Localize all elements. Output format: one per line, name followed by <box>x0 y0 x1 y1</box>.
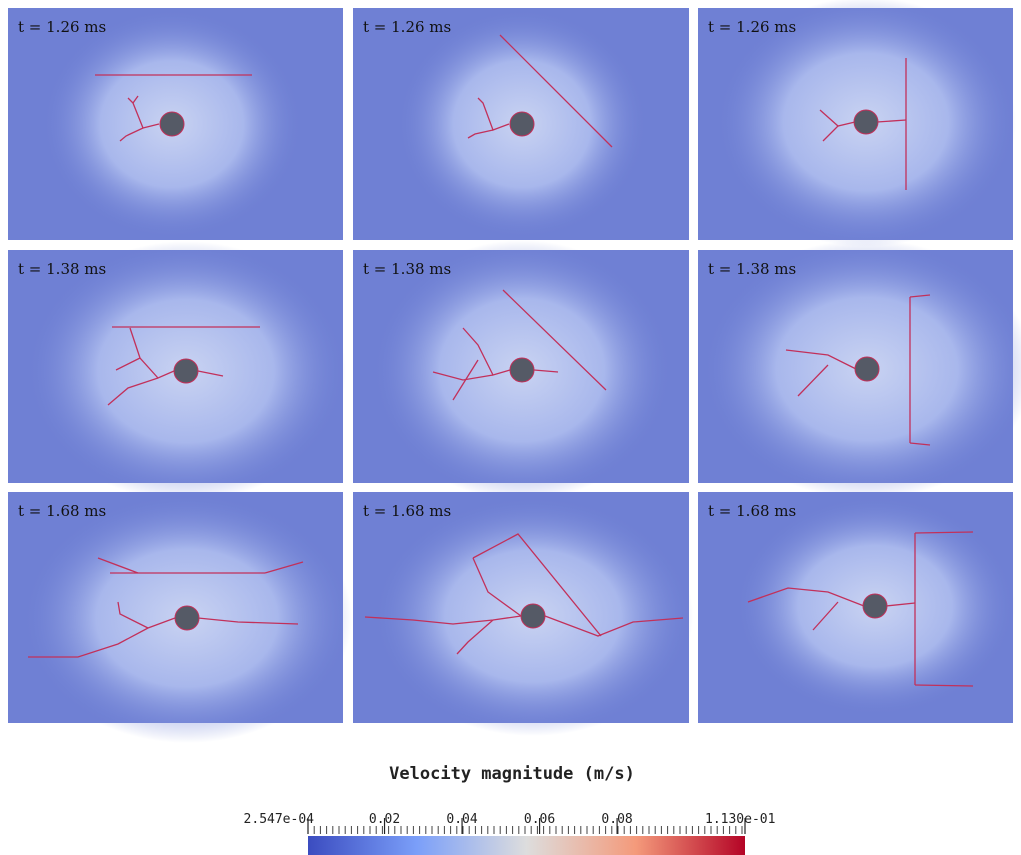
crack <box>785 349 857 370</box>
time-label: t = 1.68 ms <box>708 502 796 520</box>
crack <box>197 370 224 377</box>
panel: t = 1.38 ms <box>8 241 346 501</box>
crack <box>467 129 494 139</box>
panel: t = 1.38 ms <box>698 239 1021 499</box>
crack <box>533 369 559 373</box>
colorbar <box>308 836 745 855</box>
panel: t = 1.68 ms <box>8 492 352 743</box>
crack <box>97 557 139 574</box>
crack <box>432 371 494 381</box>
panel: t = 1.68 ms <box>353 492 693 736</box>
crack <box>472 557 522 617</box>
crack <box>117 601 149 629</box>
crack <box>129 327 175 379</box>
crack <box>115 357 141 371</box>
inclusion <box>174 605 200 631</box>
inclusion <box>173 358 199 384</box>
crack <box>747 587 865 607</box>
tick-label: 2.547e-04 <box>244 812 315 827</box>
time-label: t = 1.38 ms <box>708 260 796 278</box>
crack <box>797 364 829 397</box>
crack <box>914 684 974 687</box>
crack <box>876 119 907 123</box>
crack <box>472 533 602 637</box>
crack <box>544 615 684 637</box>
crack <box>885 602 916 607</box>
inclusion <box>854 356 880 382</box>
crack <box>909 294 931 298</box>
crack <box>812 601 839 631</box>
time-label: t = 1.26 ms <box>363 18 451 36</box>
crack <box>909 442 931 446</box>
crack <box>197 617 299 625</box>
panel: t = 1.26 ms <box>698 0 1016 247</box>
crack <box>452 359 479 401</box>
panel: t = 1.38 ms <box>353 240 689 500</box>
time-label: t = 1.68 ms <box>363 502 451 520</box>
tick-label: 0.08 <box>601 812 632 827</box>
crack <box>119 127 144 142</box>
tick-label: 0.04 <box>446 812 477 827</box>
crack <box>28 617 176 658</box>
inclusion <box>853 109 879 135</box>
time-label: t = 1.38 ms <box>363 260 451 278</box>
panel: t = 1.26 ms <box>353 8 689 240</box>
time-label: t = 1.26 ms <box>18 18 106 36</box>
crack <box>364 615 522 625</box>
crack <box>107 377 159 406</box>
tick-label: 0.06 <box>524 812 555 827</box>
time-label: t = 1.68 ms <box>18 502 106 520</box>
panel: t = 1.68 ms <box>698 492 1015 723</box>
colorbar-title: Velocity magnitude (m/s) <box>389 764 635 784</box>
crack <box>914 531 974 534</box>
crack <box>477 97 510 131</box>
crack <box>462 327 511 376</box>
tick-label: 0.02 <box>369 812 400 827</box>
crack <box>264 561 304 574</box>
inclusion <box>159 111 185 137</box>
inclusion <box>862 593 888 619</box>
inclusion <box>509 357 535 383</box>
time-label: t = 1.26 ms <box>708 18 796 36</box>
panel: t = 1.26 ms <box>8 8 343 240</box>
crack <box>132 95 139 104</box>
crack <box>822 125 839 142</box>
crack <box>499 34 613 148</box>
inclusion <box>520 603 546 629</box>
crack <box>127 97 160 129</box>
time-label: t = 1.38 ms <box>18 260 106 278</box>
crack <box>456 619 494 655</box>
inclusion <box>509 111 535 137</box>
tick-label: 1.130e-01 <box>705 812 775 827</box>
crack <box>502 289 607 391</box>
